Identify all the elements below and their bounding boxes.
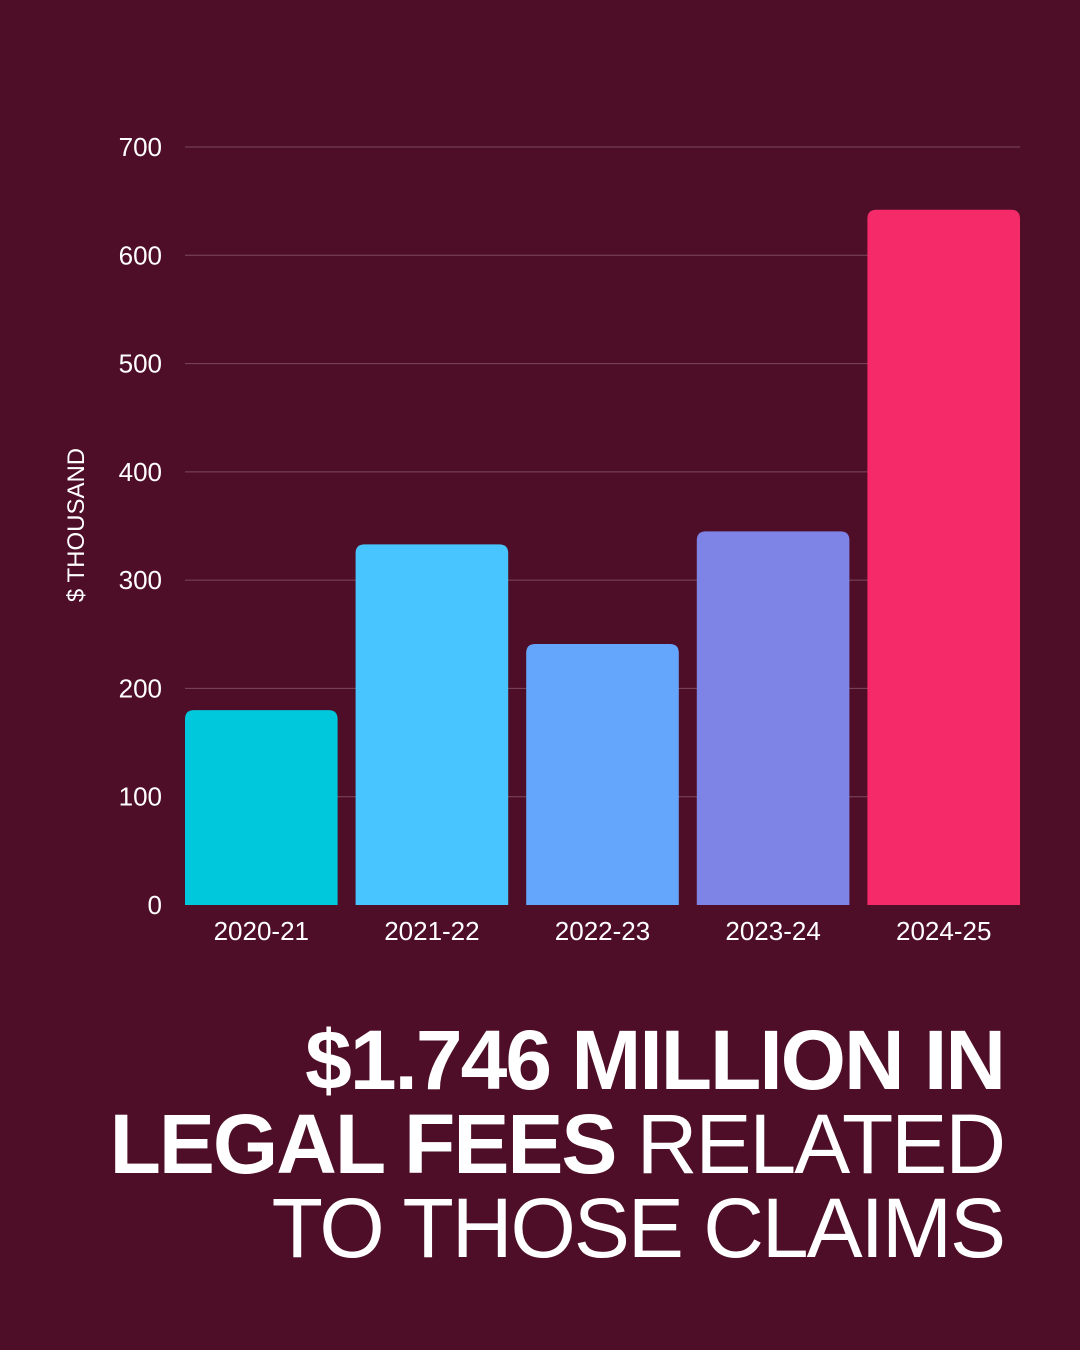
bar-chart: 0 100 200 300 400 500 600 700 $ THOUSAND 2020-2…	[63, 132, 1020, 946]
bar-2024-25	[867, 209, 1020, 905]
y-tick-label: 500	[119, 349, 162, 379]
y-tick-label: 100	[119, 782, 162, 812]
y-tick-label: 200	[119, 673, 162, 703]
x-tick-label: 2024-25	[896, 916, 991, 946]
x-tick-label: 2023-24	[725, 916, 820, 946]
headline-caption: $1.746 MILLION IN LEGAL FEES RELATED TO …	[110, 1018, 1006, 1270]
x-tick-label: 2021-22	[384, 916, 479, 946]
bar-2023-24	[696, 531, 850, 905]
y-tick-label: 600	[119, 240, 162, 270]
y-tick-label: 300	[119, 565, 162, 595]
bar-2020-21	[185, 710, 338, 905]
caption-bold-2: LEGAL FEES	[109, 1097, 618, 1191]
y-axis-label: $ THOUSAND	[63, 448, 90, 602]
caption-line-1: $1.746 MILLION IN	[110, 1018, 1006, 1102]
gridlines	[185, 146, 1020, 798]
y-tick-label: 700	[119, 132, 162, 162]
caption-line-3: TO THOSE CLAIMS	[110, 1186, 1006, 1270]
y-axis-ticks: 0 100 200 300 400 500 600 700	[119, 132, 162, 920]
caption-light-2: RELATED	[636, 1097, 1006, 1191]
x-axis-ticks: 2020-21 2021-22 2022-23 2023-24 2024-25	[214, 916, 992, 946]
bar-2022-23	[526, 644, 679, 905]
y-tick-label: 0	[148, 890, 162, 920]
x-tick-label: 2020-21	[214, 916, 309, 946]
caption-light-3: TO THOSE CLAIMS	[271, 1181, 1006, 1275]
bars	[185, 209, 1020, 905]
caption-bold-1: $1.746 MILLION IN	[305, 1013, 1006, 1107]
caption-line-2: LEGAL FEES RELATED	[110, 1102, 1006, 1186]
bar-2021-22	[355, 544, 509, 905]
x-tick-label: 2022-23	[555, 916, 650, 946]
y-tick-label: 400	[119, 457, 162, 487]
